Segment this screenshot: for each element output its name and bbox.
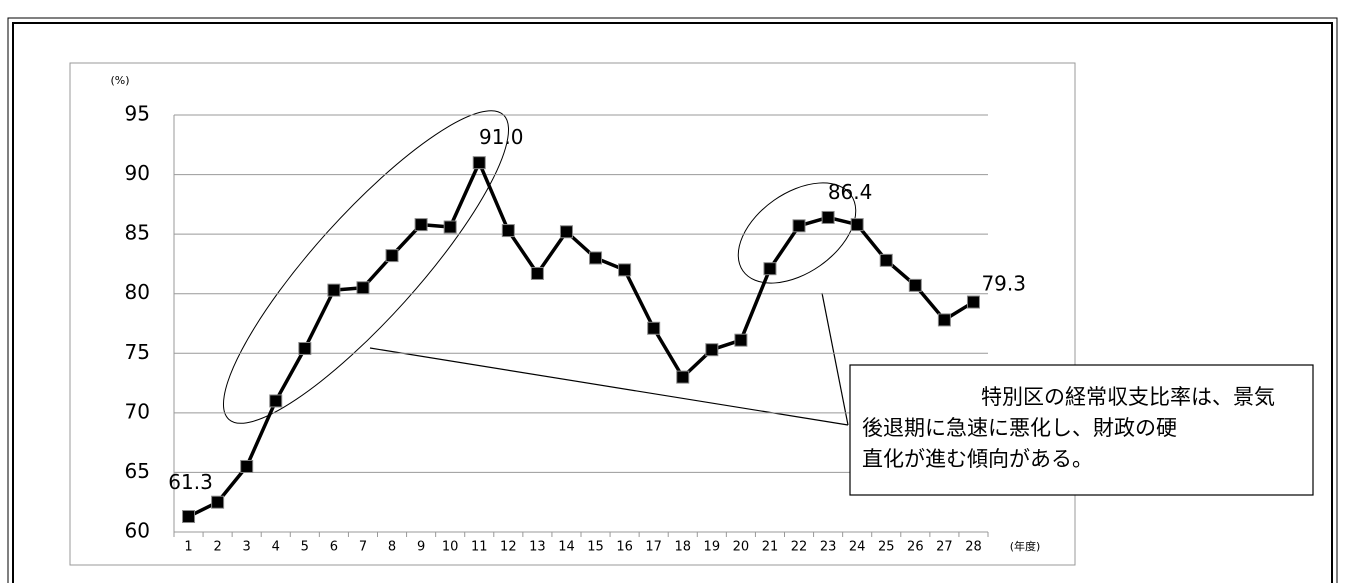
y-tick-label: 75 — [125, 340, 150, 364]
data-point — [356, 281, 370, 295]
data-point — [443, 220, 457, 234]
y-tick-label: 85 — [125, 221, 150, 245]
x-tick-label: 21 — [762, 540, 779, 555]
x-tick-label: 14 — [558, 540, 575, 555]
x-tick-label: 24 — [849, 540, 866, 555]
data-point — [414, 218, 428, 232]
x-tick-label: 10 — [442, 540, 459, 555]
x-axis-label: (年度) — [1010, 539, 1041, 553]
callout-text: 後退期に急速に悪化し、財政の硬 — [862, 416, 1177, 440]
outer-frame — [7, 17, 1338, 583]
data-label: 79.3 — [981, 272, 1026, 296]
data-point — [763, 262, 777, 276]
x-tick-label: 8 — [388, 540, 396, 555]
y-axis-label: (%) — [110, 74, 129, 87]
callout-text: 直化が進む傾向がある。 — [862, 447, 1093, 471]
data-point — [269, 394, 283, 408]
x-tick-label: 11 — [471, 540, 488, 555]
x-tick-label: 7 — [359, 540, 367, 555]
data-point — [821, 210, 835, 224]
x-tick-label: 5 — [301, 540, 309, 555]
x-tick-label: 22 — [791, 540, 808, 555]
data-point — [879, 253, 893, 267]
x-tick-label: 12 — [500, 540, 517, 555]
data-point — [559, 225, 573, 239]
data-point — [472, 156, 486, 170]
x-tick-label: 19 — [704, 540, 721, 555]
x-tick-label: 20 — [733, 540, 750, 555]
data-point — [298, 342, 312, 356]
data-point — [589, 251, 603, 265]
y-tick-label: 65 — [125, 459, 150, 483]
y-tick-label: 95 — [125, 102, 150, 126]
data-point — [705, 343, 719, 357]
data-point — [501, 224, 515, 238]
data-point — [182, 510, 196, 524]
y-tick-label: 80 — [125, 280, 150, 304]
y-tick-label: 90 — [125, 161, 150, 185]
data-point — [676, 370, 690, 384]
data-point — [647, 321, 661, 335]
x-tick-label: 1 — [184, 540, 192, 555]
x-tick-label: 13 — [529, 540, 546, 555]
data-line — [187, 160, 975, 519]
x-tick-label: 23 — [820, 540, 837, 555]
data-point — [850, 218, 864, 232]
data-point — [530, 266, 544, 280]
x-tick-label: 9 — [417, 540, 425, 555]
y-tick-label: 60 — [125, 519, 150, 543]
x-tick-label: 16 — [616, 540, 633, 555]
data-label: 86.4 — [828, 180, 873, 204]
data-point — [385, 249, 399, 263]
x-tick-label: 3 — [243, 540, 251, 555]
callout-line — [821, 292, 849, 426]
x-tick-label: 27 — [936, 540, 953, 555]
data-point — [618, 263, 632, 277]
data-label: 61.3 — [168, 470, 213, 494]
data-point — [211, 495, 225, 509]
highlight-ellipse — [737, 182, 857, 284]
data-point — [792, 219, 806, 233]
x-tick-label: 25 — [878, 540, 895, 555]
x-tick-label: 26 — [907, 540, 924, 555]
inner-frame — [12, 22, 1333, 583]
data-point — [908, 278, 922, 292]
x-tick-label: 17 — [645, 540, 662, 555]
x-tick-label: 18 — [674, 540, 691, 555]
x-tick-label: 2 — [213, 540, 221, 555]
x-tick-label: 15 — [587, 540, 604, 555]
data-point — [937, 313, 951, 327]
data-label: 91.0 — [479, 125, 524, 149]
data-point — [240, 459, 254, 473]
x-tick-label: 6 — [330, 540, 338, 555]
y-tick-label: 70 — [125, 399, 150, 423]
callout-text: 特別区の経常収支比率は、景気 — [981, 385, 1275, 409]
x-tick-label: 28 — [965, 540, 982, 555]
data-point — [734, 333, 748, 347]
callout-box — [849, 364, 1314, 496]
data-point — [327, 283, 341, 297]
callout-line — [369, 347, 849, 426]
data-point — [966, 295, 980, 309]
x-tick-label: 4 — [272, 540, 280, 555]
